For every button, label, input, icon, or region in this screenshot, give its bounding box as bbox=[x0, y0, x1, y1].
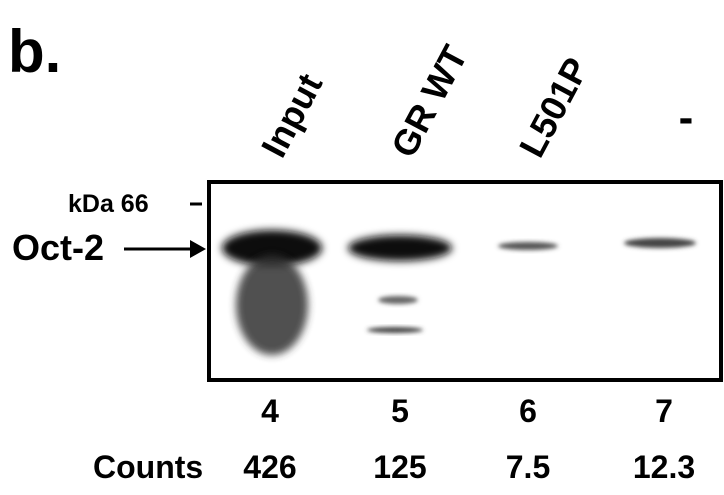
page: {"panel_label": "b.", "marker_label": "k… bbox=[0, 0, 724, 490]
arrow-head bbox=[190, 240, 206, 258]
counts-label: Counts bbox=[93, 449, 203, 485]
lane-number: 7 bbox=[655, 393, 673, 429]
lane-count: 12.3 bbox=[633, 449, 695, 485]
panel-label: b. bbox=[8, 18, 61, 85]
lane-label: GR WT bbox=[383, 39, 476, 164]
lane-number: 5 bbox=[391, 393, 409, 429]
lane-count: 125 bbox=[373, 449, 426, 485]
figure: b. Input GR WT L501P - kDa 66 Oct-2 4 5 6 7 Co… bbox=[0, 0, 724, 490]
lane-label: - bbox=[679, 93, 694, 142]
lane-label: L501P bbox=[511, 51, 597, 164]
lane-counts: 426 125 7.5 12.3 bbox=[243, 449, 695, 485]
lane-labels: Input GR WT L501P - bbox=[253, 39, 693, 164]
lane-count: 7.5 bbox=[506, 449, 550, 485]
lane-numbers: 4 5 6 7 bbox=[261, 393, 673, 429]
lane-number: 6 bbox=[519, 393, 537, 429]
lane-number: 4 bbox=[261, 393, 279, 429]
lane-label: Input bbox=[253, 67, 331, 164]
marker-label: kDa 66 bbox=[68, 190, 149, 218]
lane-count: 426 bbox=[243, 449, 296, 485]
band-label: Oct-2 bbox=[12, 227, 104, 268]
